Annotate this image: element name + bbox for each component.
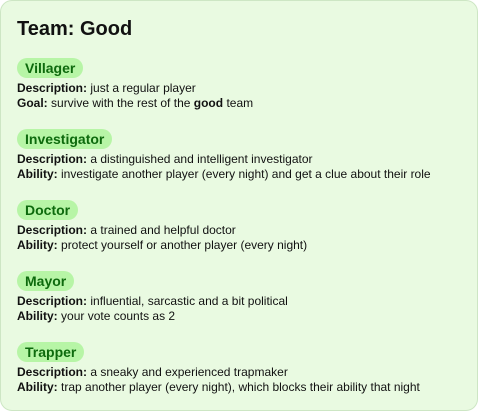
ability-text: trap another player (every night), which… — [61, 380, 420, 394]
ability-text: investigate another player (every night)… — [61, 167, 431, 181]
role-ability: Ability: investigate another player (eve… — [17, 167, 475, 182]
role-description: Description: a trained and helpful docto… — [17, 223, 475, 238]
role-name-badge: Trapper — [17, 342, 85, 362]
role-description: Description: a sneaky and experienced tr… — [17, 365, 475, 380]
description-label: Description: — [17, 223, 88, 237]
role-investigator: Investigator Description: a distinguishe… — [17, 129, 475, 182]
role-name-badge: Investigator — [17, 129, 113, 149]
team-title: Team: Good — [17, 18, 133, 40]
role-name-badge: Mayor — [17, 271, 75, 291]
role-doctor: Doctor Description: a trained and helpfu… — [17, 200, 475, 253]
role-trapper: Trapper Description: a sneaky and experi… — [17, 342, 475, 395]
role-name-badge: Doctor — [17, 200, 79, 220]
description-text: a distinguished and intelligent investig… — [90, 152, 313, 166]
goal-text-prefix: survive with the rest of the — [51, 96, 191, 110]
description-text: just a regular player — [90, 81, 196, 95]
ability-label: Ability: — [17, 380, 58, 394]
goal-label: Goal: — [17, 96, 48, 110]
goal-text-emphasis: good — [193, 96, 224, 110]
role-description: Description: influential, sarcastic and … — [17, 294, 475, 309]
ability-label: Ability: — [17, 167, 58, 181]
role-goal: Goal: survive with the rest of the good … — [17, 96, 475, 111]
role-mayor: Mayor Description: influential, sarcasti… — [17, 271, 475, 324]
role-ability: Ability: protect yourself or another pla… — [17, 238, 475, 253]
description-label: Description: — [17, 152, 88, 166]
role-name-badge: Villager — [17, 58, 84, 78]
role-villager: Villager Description: just a regular pla… — [17, 58, 475, 111]
description-label: Description: — [17, 294, 88, 308]
goal-text-suffix: team — [226, 96, 254, 110]
role-description: Description: just a regular player — [17, 81, 475, 96]
description-text: a trained and helpful doctor — [90, 223, 236, 237]
role-ability: Ability: your vote counts as 2 — [17, 309, 475, 324]
description-text: influential, sarcastic and a bit politic… — [90, 294, 288, 308]
ability-text: protect yourself or another player (ever… — [61, 238, 308, 252]
description-text: a sneaky and experienced trapmaker — [90, 365, 288, 379]
ability-label: Ability: — [17, 238, 58, 252]
ability-text: your vote counts as 2 — [61, 309, 176, 323]
ability-label: Ability: — [17, 309, 58, 323]
description-label: Description: — [17, 81, 88, 95]
role-description: Description: a distinguished and intelli… — [17, 152, 475, 167]
description-label: Description: — [17, 365, 88, 379]
role-ability: Ability: trap another player (every nigh… — [17, 380, 475, 395]
